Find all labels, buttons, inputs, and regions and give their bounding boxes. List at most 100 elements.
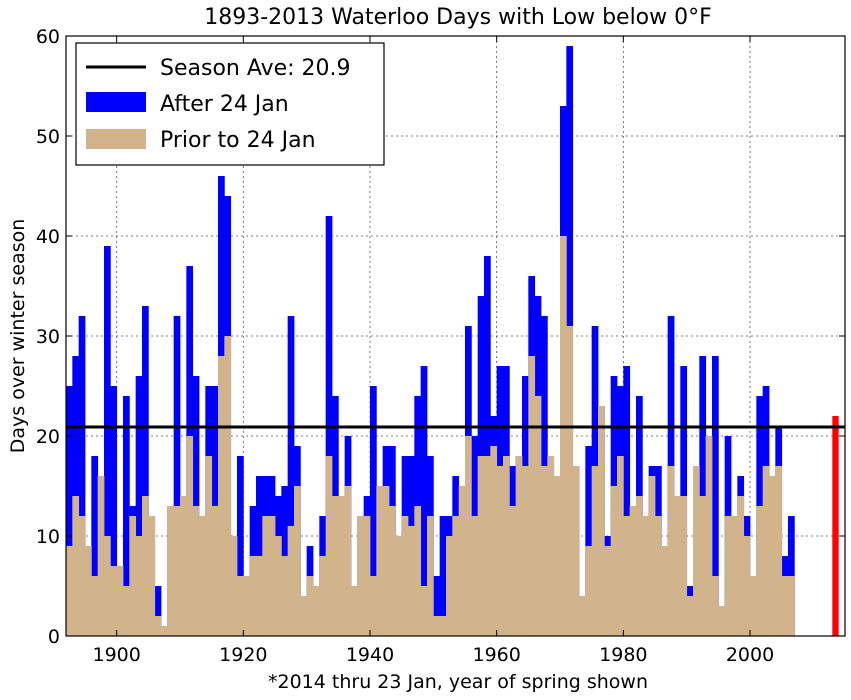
bar-prior-to-24-jan <box>300 596 308 636</box>
bar-prior-to-24-jan <box>598 406 605 636</box>
bar-prior-to-24-jan <box>509 506 517 636</box>
bar-prior-to-24-jan <box>249 556 257 636</box>
bar-prior-to-24-jan <box>110 566 118 636</box>
bar-prior-to-24-jan <box>104 536 111 636</box>
bar-prior-to-24-jan <box>439 616 447 636</box>
bar-prior-to-24-jan <box>775 466 783 636</box>
bar-prior-to-24-jan <box>528 356 536 636</box>
bar-prior-to-24-jan <box>667 466 675 636</box>
bar-prior-to-24-jan <box>661 546 669 636</box>
bar-prior-to-24-jan <box>332 496 339 636</box>
bar-prior-to-24-jan <box>389 506 396 636</box>
y-tick-label: 30 <box>36 326 60 348</box>
bar-after-24-jan <box>420 366 428 636</box>
bar-prior-to-24-jan <box>275 536 282 636</box>
bar-prior-to-24-jan <box>724 516 732 636</box>
bar-after-24-jan <box>623 366 631 636</box>
bar-prior-to-24-jan <box>452 516 460 636</box>
bar-prior-to-24-jan <box>503 456 510 636</box>
bar-prior-to-24-jan <box>97 476 105 636</box>
bar-prior-to-24-jan <box>591 466 599 636</box>
bar-prior-to-24-jan <box>243 576 251 636</box>
bar-prior-to-24-jan <box>496 466 504 636</box>
bar-after-24-jan <box>66 386 73 636</box>
bar-prior-to-24-jan <box>85 546 92 636</box>
y-axis-label: Days over winter season <box>7 219 29 454</box>
bar-prior-to-24-jan <box>541 466 548 636</box>
bar-prior-to-24-jan <box>686 596 694 636</box>
bar-prior-to-24-jan <box>534 396 542 636</box>
bar-prior-to-24-jan <box>230 536 238 636</box>
bar-prior-to-24-jan <box>338 496 346 636</box>
y-tick-label: 60 <box>36 26 60 48</box>
bar-prior-to-24-jan <box>731 516 738 636</box>
bar-prior-to-24-jan <box>268 516 276 636</box>
bar-prior-to-24-jan <box>604 546 612 636</box>
legend-swatch-prior <box>86 129 146 149</box>
bar-prior-to-24-jan <box>78 516 86 636</box>
bar-prior-to-24-jan <box>287 526 295 636</box>
bar-prior-to-24-jan <box>205 456 213 636</box>
x-tick-label: 1940 <box>346 644 394 666</box>
bar-prior-to-24-jan <box>522 466 529 636</box>
bar-prior-to-24-jan <box>629 506 637 636</box>
bar-prior-to-24-jan <box>699 496 707 636</box>
bar-prior-to-24-jan <box>446 536 453 636</box>
bar-prior-to-24-jan <box>788 576 795 636</box>
bar-prior-to-24-jan <box>515 456 523 636</box>
bar-prior-to-24-jan <box>167 506 175 636</box>
bar-prior-to-24-jan <box>420 586 428 636</box>
bar-prior-to-24-jan <box>642 516 650 636</box>
bar-after-24-jan <box>110 386 118 636</box>
bar-prior-to-24-jan <box>680 496 688 636</box>
bar-after-24-jan <box>91 456 99 636</box>
bar-prior-to-24-jan <box>433 616 441 636</box>
bar-prior-to-24-jan <box>116 566 124 636</box>
bar-after-24-jan <box>439 516 447 636</box>
bar-prior-to-24-jan <box>294 486 301 636</box>
bar-prior-to-24-jan <box>218 356 225 636</box>
bar-prior-to-24-jan <box>769 476 776 636</box>
bar-prior-to-24-jan <box>351 586 358 636</box>
bar-after-24-jan <box>154 586 162 636</box>
bar-prior-to-24-jan <box>199 516 206 636</box>
bar-prior-to-24-jan <box>572 466 580 636</box>
bar-prior-to-24-jan <box>465 436 472 636</box>
x-tick-label: 2000 <box>726 644 774 666</box>
bar-prior-to-24-jan <box>610 486 618 636</box>
bar-prior-to-24-jan <box>718 606 726 636</box>
bar-prior-to-24-jan <box>256 556 263 636</box>
bar-prior-to-24-jan <box>617 456 624 636</box>
bar-after-24-jan <box>433 576 441 636</box>
bar-prior-to-24-jan <box>363 516 371 636</box>
bar-prior-to-24-jan <box>161 626 168 636</box>
bar-prior-to-24-jan <box>750 576 757 636</box>
bar-prior-to-24-jan <box>186 436 194 636</box>
bar-after-24-jan <box>173 316 181 636</box>
bar-prior-to-24-jan <box>648 476 656 636</box>
bar-prior-to-24-jan <box>135 536 143 636</box>
legend: Season Ave: 20.9 After 24 Jan Prior to 2… <box>75 42 385 166</box>
bar-prior-to-24-jan <box>306 576 314 636</box>
bar-prior-to-24-jan <box>705 436 713 636</box>
bar-prior-to-24-jan <box>781 576 789 636</box>
bar-prior-to-24-jan <box>376 486 384 636</box>
bar-prior-to-24-jan <box>281 556 289 636</box>
bar-prior-to-24-jan <box>458 486 466 636</box>
bar-prior-to-24-jan <box>262 516 270 636</box>
bar-prior-to-24-jan <box>148 516 156 636</box>
bar-prior-to-24-jan <box>693 466 700 636</box>
bar-partial-season <box>832 416 839 636</box>
bar-prior-to-24-jan <box>154 616 162 636</box>
bar-prior-to-24-jan <box>579 596 586 636</box>
x-tick-label: 1980 <box>599 644 647 666</box>
legend-label-prior: Prior to 24 Jan <box>160 128 316 153</box>
bar-prior-to-24-jan <box>414 506 422 636</box>
y-tick-label: 50 <box>36 126 60 148</box>
bar-prior-to-24-jan <box>123 586 130 636</box>
bars-partial-season <box>832 416 839 636</box>
bar-after-24-jan <box>123 396 130 636</box>
y-tick-label: 10 <box>36 526 60 548</box>
bar-prior-to-24-jan <box>477 456 485 636</box>
legend-swatch-after <box>86 92 146 112</box>
